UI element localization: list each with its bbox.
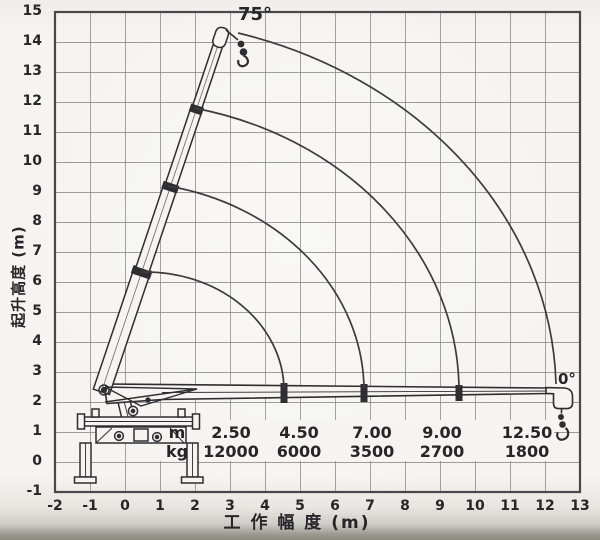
x-tick-label: 8 [400,498,410,514]
x-axis-title: 工 作 幅 度 (m) [223,513,371,533]
y-tick-label: 13 [22,63,42,79]
tip-hook-icon [556,408,570,441]
y-tick-label: 12 [22,93,42,109]
x-tick-label: 4 [260,498,270,514]
y-tick-label: 4 [32,333,42,349]
x-tick-label: 1 [155,498,165,514]
boom-section-joint [280,383,288,403]
x-tick-label: 13 [570,498,590,514]
x-tick-label: 12 [535,498,555,514]
x-tick-label: 2 [190,498,200,514]
x-tick-label: 9 [435,498,445,514]
y-tick-label: 1 [32,423,42,439]
y-tick-label: -1 [26,483,42,499]
y-tick-label: 0 [32,453,42,469]
y-tick-label: 15 [22,3,42,19]
x-tick-label: -2 [47,498,63,514]
boom-section-joint [455,385,463,401]
radius-value: 9.00 [422,423,462,442]
y-tick-label: 11 [22,123,42,139]
x-tick-label: 6 [330,498,340,514]
plot-border [53,10,582,494]
boom-tip-arc-2 [167,185,365,389]
boom-tip-arc-3 [193,107,460,389]
boom-tip-head [545,386,574,410]
radius-row-label: m [168,423,186,442]
boom-section-joint [360,384,368,402]
x-tick-label: 5 [295,498,305,514]
capacity-row-label: kg [165,442,189,461]
radius-value: 7.00 [352,423,392,442]
boom-tip-arc-1 [140,271,285,389]
top-hook-icon [225,29,250,68]
capacity-value: 2700 [419,442,465,461]
radius-value: 4.50 [279,423,319,442]
radius-value: 12.50 [501,423,553,442]
x-tick-label: 7 [365,498,375,514]
y-tick-label: 3 [32,363,42,379]
radius-value: 2.50 [211,423,251,442]
y-tick-label: 14 [22,33,42,49]
x-tick-label: 11 [500,498,520,514]
capacity-value: 12000 [203,442,259,461]
y-tick-label: 8 [32,213,42,229]
max-angle-label: 75° [238,4,273,25]
y-tick-label: 2 [32,393,42,409]
capacity-value: 6000 [276,442,322,461]
pivot-bracket [98,384,198,407]
y-tick-label: 5 [32,303,42,319]
x-tick-label: 0 [120,498,130,514]
y-tick-label: 7 [32,243,42,259]
crane-base [73,395,204,484]
min-angle-label: 0° [558,370,576,388]
y-tick-label: 9 [32,183,42,199]
capacity-value: 1800 [504,442,550,461]
y-tick-label: 6 [32,273,42,289]
boom-section-joint [188,103,205,116]
capacity-value: 3500 [349,442,395,461]
x-tick-label: 10 [465,498,485,514]
table-mask [158,420,554,461]
boom-tip-arc-4 [237,32,557,385]
x-tick-label: 3 [225,498,235,514]
y-tick-label: 10 [22,153,42,169]
boom-tip-arcs [140,32,557,389]
x-tick-label: -1 [82,498,98,514]
horizontal-boom [103,383,574,441]
